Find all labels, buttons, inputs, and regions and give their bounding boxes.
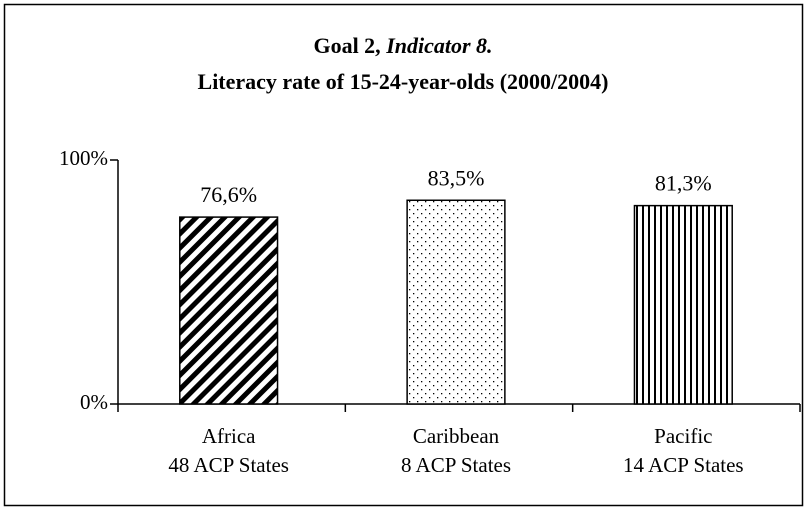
value-label: 76,6% [200, 182, 257, 207]
x-tick-label: 48 ACP States [168, 453, 289, 477]
title-part: Indicator 8. [385, 33, 492, 58]
x-tick-label: Caribbean [413, 424, 500, 448]
bar [633, 204, 733, 405]
bar [179, 216, 279, 405]
x-tick-label: 8 ACP States [401, 453, 511, 477]
chart-subtitle: Literacy rate of 15-24-year-olds (2000/2… [198, 69, 609, 94]
y-tick-label: 0% [80, 390, 108, 414]
chart-title: Goal 2, Indicator 8. [313, 33, 492, 58]
x-tick-label: Africa [202, 424, 256, 448]
value-label: 83,5% [428, 165, 485, 190]
title-part: Goal 2, [313, 33, 380, 58]
y-tick-label: 100% [59, 146, 108, 170]
x-tick-label: Pacific [654, 424, 712, 448]
x-tick-label: 14 ACP States [623, 453, 744, 477]
bar [406, 199, 506, 405]
value-label: 81,3% [655, 171, 712, 196]
